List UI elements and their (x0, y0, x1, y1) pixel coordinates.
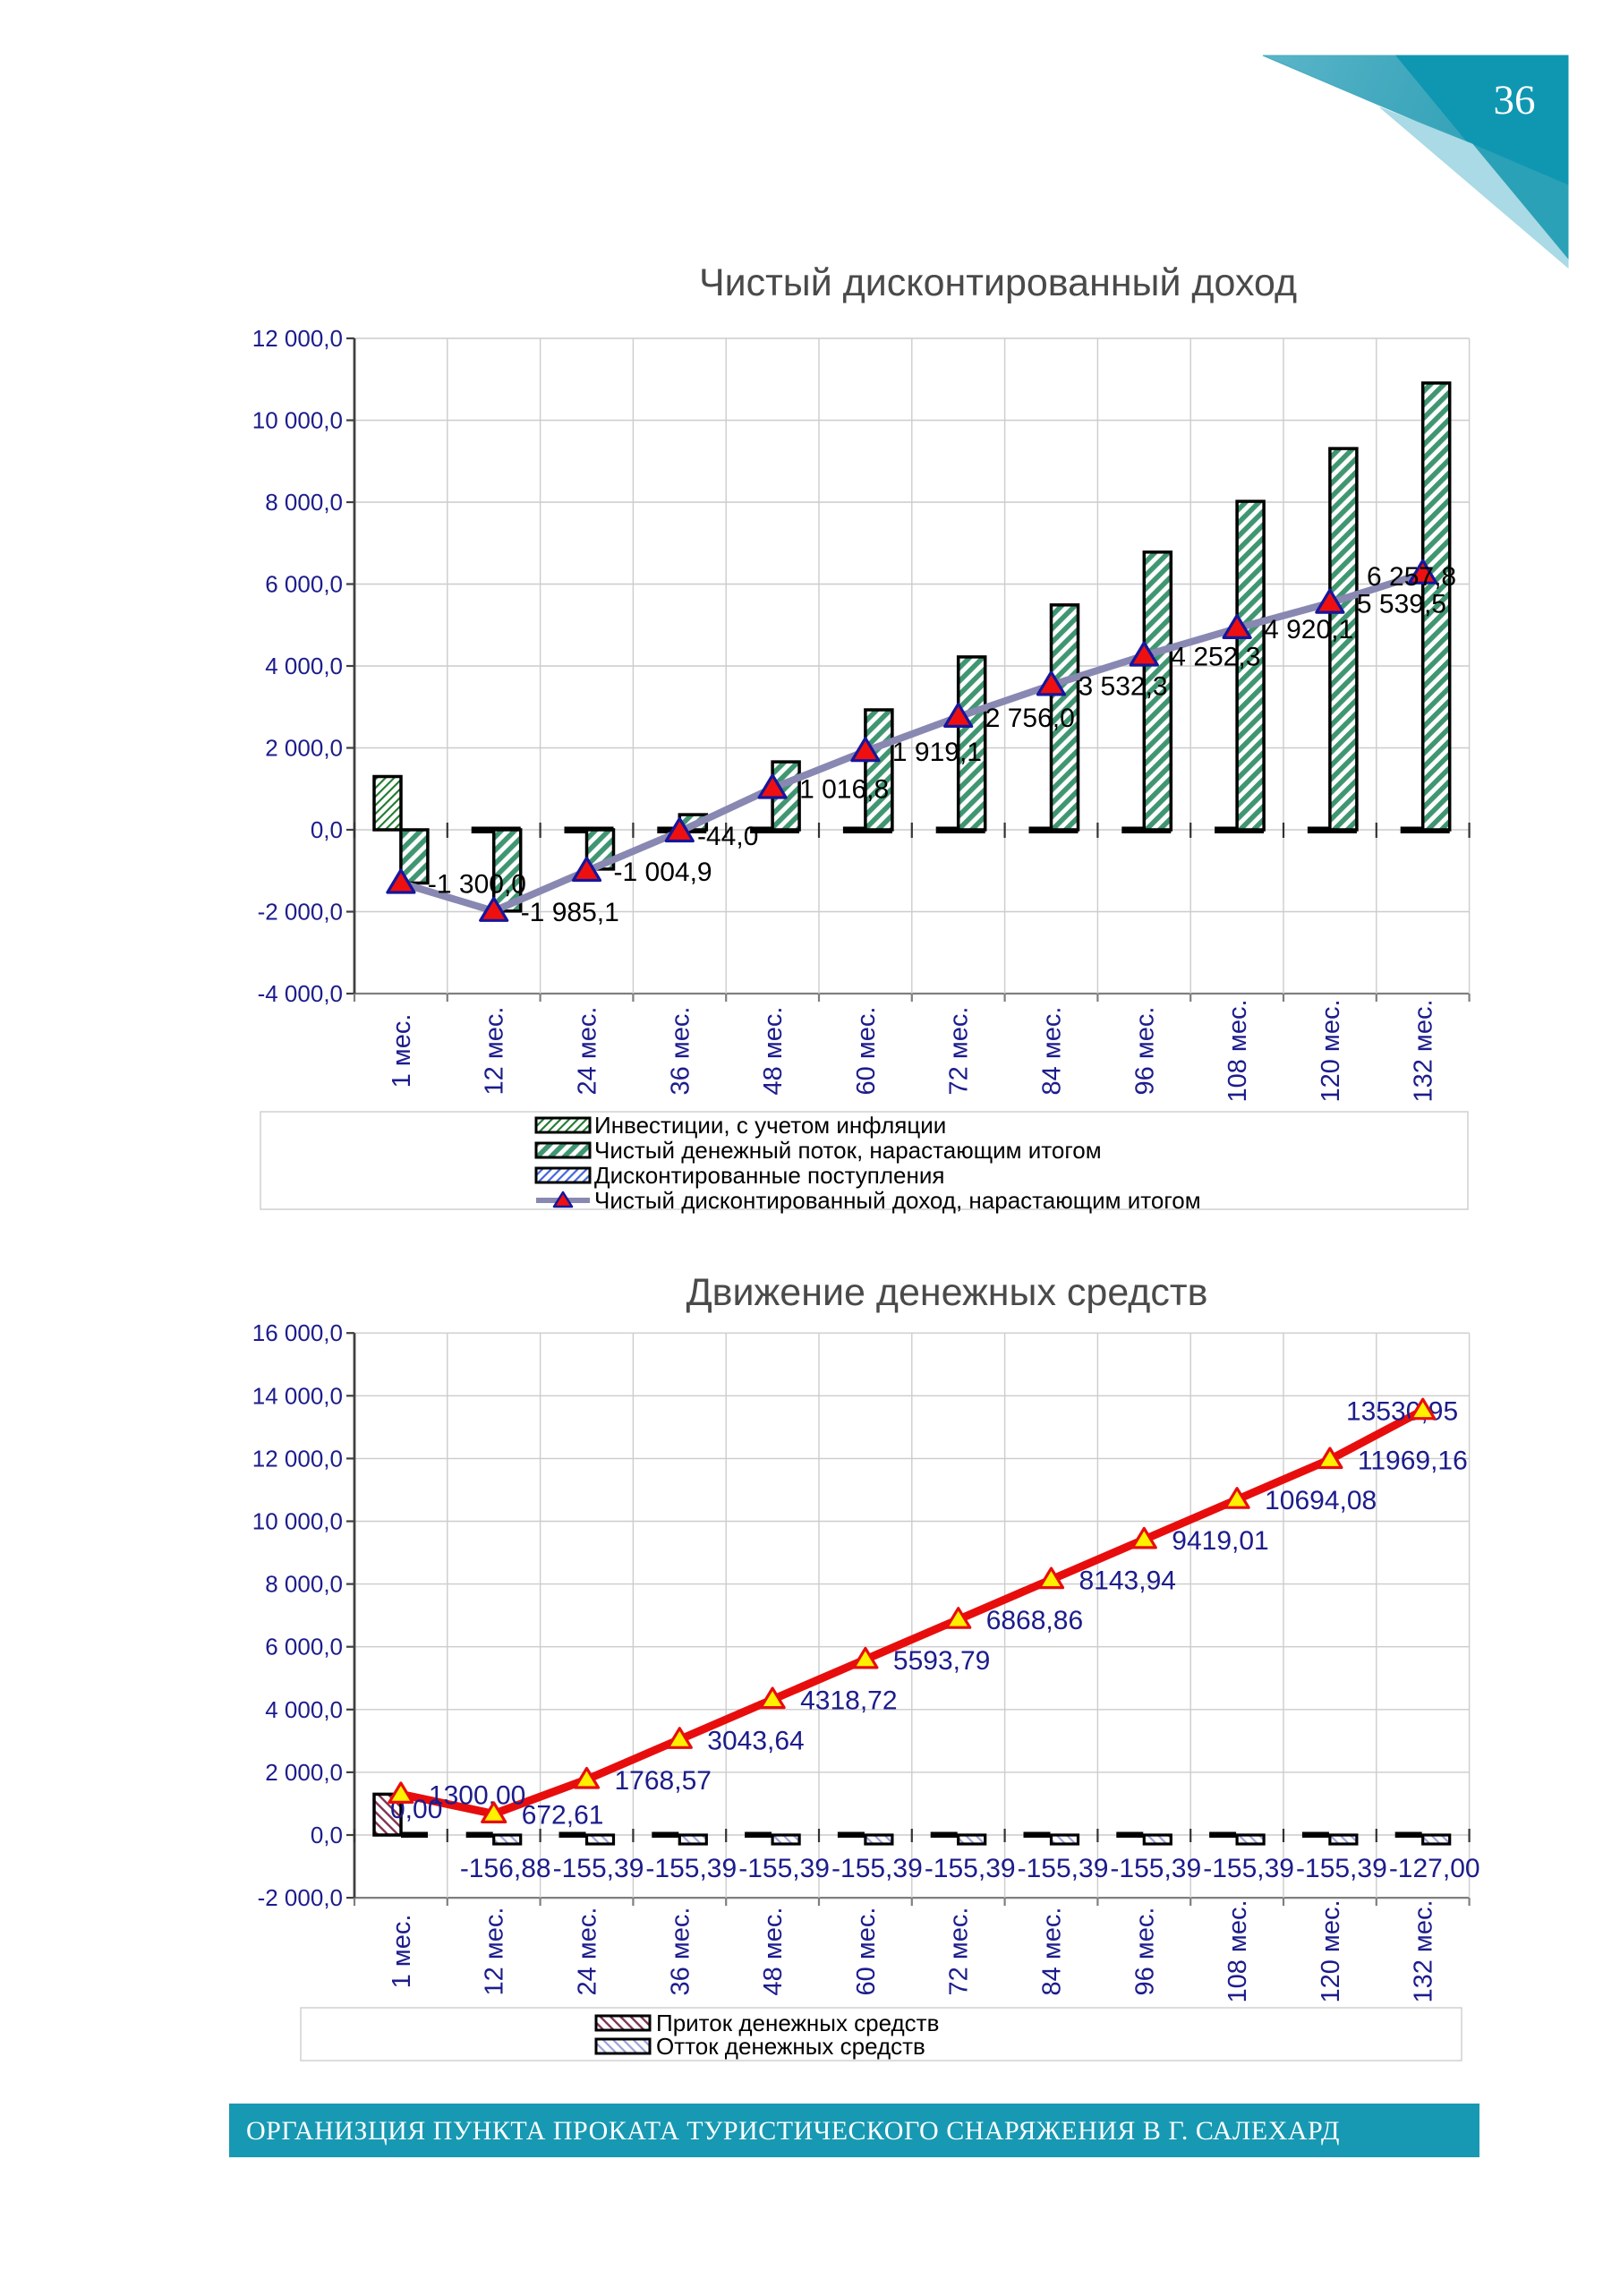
svg-text:Чистый дисконтированный доход: Чистый дисконтированный доход (699, 261, 1297, 304)
svg-text:8 000,0: 8 000,0 (265, 1571, 343, 1598)
svg-text:14 000,0: 14 000,0 (252, 1382, 343, 1409)
svg-text:-44,0: -44,0 (697, 822, 758, 851)
svg-text:0,0: 0,0 (311, 1822, 343, 1848)
svg-text:1 мес.: 1 мес. (388, 1915, 416, 1989)
svg-text:2 000,0: 2 000,0 (265, 1759, 343, 1786)
svg-text:24 мес.: 24 мес. (574, 1007, 602, 1096)
svg-text:-155,39: -155,39 (738, 1854, 830, 1883)
svg-text:-155,39: -155,39 (645, 1854, 737, 1883)
svg-text:5 539,5: 5 539,5 (1357, 590, 1446, 619)
svg-text:Чистый денежный поток, нараста: Чистый денежный поток, нарастающим итого… (594, 1137, 1102, 1164)
svg-text:84 мес.: 84 мес. (1038, 1908, 1067, 1996)
svg-text:-155,39: -155,39 (1018, 1854, 1109, 1883)
svg-text:96 мес.: 96 мес. (1130, 1908, 1159, 1996)
svg-text:2 756,0: 2 756,0 (985, 704, 1075, 733)
svg-text:-2 000,0: -2 000,0 (258, 1884, 343, 1911)
svg-text:4 920,1: 4 920,1 (1264, 615, 1353, 644)
svg-text:1 мес.: 1 мес. (388, 1014, 416, 1088)
svg-text:ОРГАНИЗЦИЯ ПУНКТА ПРОКАТА ТУРИ: ОРГАНИЗЦИЯ ПУНКТА ПРОКАТА ТУРИСТИЧЕСКОГО… (246, 2116, 1340, 2146)
svg-text:2 000,0: 2 000,0 (265, 735, 343, 762)
svg-text:36 мес.: 36 мес. (666, 1908, 695, 1996)
svg-text:1768,57: 1768,57 (615, 1766, 712, 1796)
svg-text:72 мес.: 72 мес. (945, 1908, 974, 1996)
svg-text:-1 985,1: -1 985,1 (521, 898, 619, 927)
svg-text:84 мес.: 84 мес. (1038, 1007, 1067, 1096)
svg-text:16 000,0: 16 000,0 (252, 1319, 343, 1346)
svg-text:Движение денежных средств: Движение денежных средств (686, 1271, 1208, 1314)
svg-text:-155,39: -155,39 (831, 1854, 923, 1883)
svg-text:10 000,0: 10 000,0 (252, 1508, 343, 1535)
svg-text:13530,95: 13530,95 (1346, 1397, 1458, 1427)
svg-text:-127,00: -127,00 (1389, 1854, 1480, 1883)
svg-text:6 257,8: 6 257,8 (1367, 562, 1456, 592)
svg-text:12 мес.: 12 мес. (481, 1007, 509, 1096)
svg-text:120 мес.: 120 мес. (1317, 1899, 1345, 2002)
svg-text:9419,01: 9419,01 (1172, 1526, 1268, 1556)
svg-text:-155,39: -155,39 (553, 1854, 644, 1883)
svg-text:5593,79: 5593,79 (893, 1646, 990, 1676)
svg-text:1 016,8: 1 016,8 (799, 775, 889, 805)
svg-text:60 мес.: 60 мес. (852, 1007, 881, 1096)
svg-text:108 мес.: 108 мес. (1224, 999, 1252, 1102)
svg-text:4318,72: 4318,72 (800, 1686, 897, 1716)
svg-text:12 мес.: 12 мес. (481, 1908, 509, 1996)
svg-text:Чистый дисконтированный доход,: Чистый дисконтированный доход, нарастающ… (594, 1187, 1201, 1214)
svg-text:4 000,0: 4 000,0 (265, 653, 343, 679)
svg-text:672,61: 672,61 (522, 1800, 604, 1830)
svg-text:108 мес.: 108 мес. (1224, 1899, 1252, 2002)
svg-text:3 532,3: 3 532,3 (1079, 671, 1168, 701)
svg-text:6 000,0: 6 000,0 (265, 571, 343, 598)
svg-text:3043,64: 3043,64 (707, 1726, 804, 1755)
svg-text:120 мес.: 120 мес. (1317, 999, 1345, 1102)
svg-text:6 000,0: 6 000,0 (265, 1634, 343, 1660)
svg-text:8 000,0: 8 000,0 (265, 489, 343, 516)
svg-text:48 мес.: 48 мес. (759, 1007, 788, 1096)
svg-text:-156,88: -156,88 (460, 1854, 551, 1883)
svg-text:-4 000,0: -4 000,0 (258, 980, 343, 1007)
svg-text:-2 000,0: -2 000,0 (258, 899, 343, 926)
svg-text:36 мес.: 36 мес. (666, 1007, 695, 1096)
svg-text:8143,94: 8143,94 (1079, 1566, 1176, 1596)
svg-text:-1 004,9: -1 004,9 (614, 858, 712, 887)
svg-text:Приток денежных средств: Приток денежных средств (656, 2010, 939, 2036)
svg-text:Дисконтированные поступления: Дисконтированные поступления (594, 1162, 944, 1189)
svg-text:48 мес.: 48 мес. (759, 1908, 788, 1996)
svg-text:10 000,0: 10 000,0 (252, 407, 343, 434)
svg-text:10694,08: 10694,08 (1265, 1486, 1377, 1515)
svg-text:-155,39: -155,39 (925, 1854, 1016, 1883)
svg-text:132 мес.: 132 мес. (1410, 1899, 1438, 2002)
svg-text:36: 36 (1494, 77, 1536, 124)
svg-text:12 000,0: 12 000,0 (252, 325, 343, 352)
svg-text:0,0: 0,0 (311, 816, 343, 843)
svg-text:Отток денежных средств: Отток денежных средств (656, 2033, 925, 2060)
svg-text:6868,86: 6868,86 (986, 1606, 1083, 1635)
svg-text:1300,00: 1300,00 (429, 1780, 525, 1810)
svg-text:60 мес.: 60 мес. (852, 1908, 881, 1996)
svg-text:1 919,1: 1 919,1 (892, 738, 982, 767)
svg-text:4 000,0: 4 000,0 (265, 1696, 343, 1723)
svg-text:-1 300,0: -1 300,0 (428, 870, 526, 900)
svg-text:-155,39: -155,39 (1110, 1854, 1201, 1883)
svg-text:4 252,3: 4 252,3 (1171, 643, 1260, 672)
svg-text:72 мес.: 72 мес. (945, 1007, 974, 1096)
svg-text:-155,39: -155,39 (1203, 1854, 1294, 1883)
svg-text:Инвестиции, с учетом инфляции: Инвестиции, с учетом инфляции (594, 1112, 946, 1139)
svg-text:132 мес.: 132 мес. (1410, 999, 1438, 1102)
svg-text:12 000,0: 12 000,0 (252, 1445, 343, 1472)
svg-text:11969,16: 11969,16 (1358, 1447, 1468, 1476)
svg-text:24 мес.: 24 мес. (574, 1908, 602, 1996)
svg-text:-155,39: -155,39 (1296, 1854, 1387, 1883)
svg-text:96 мес.: 96 мес. (1130, 1007, 1159, 1096)
